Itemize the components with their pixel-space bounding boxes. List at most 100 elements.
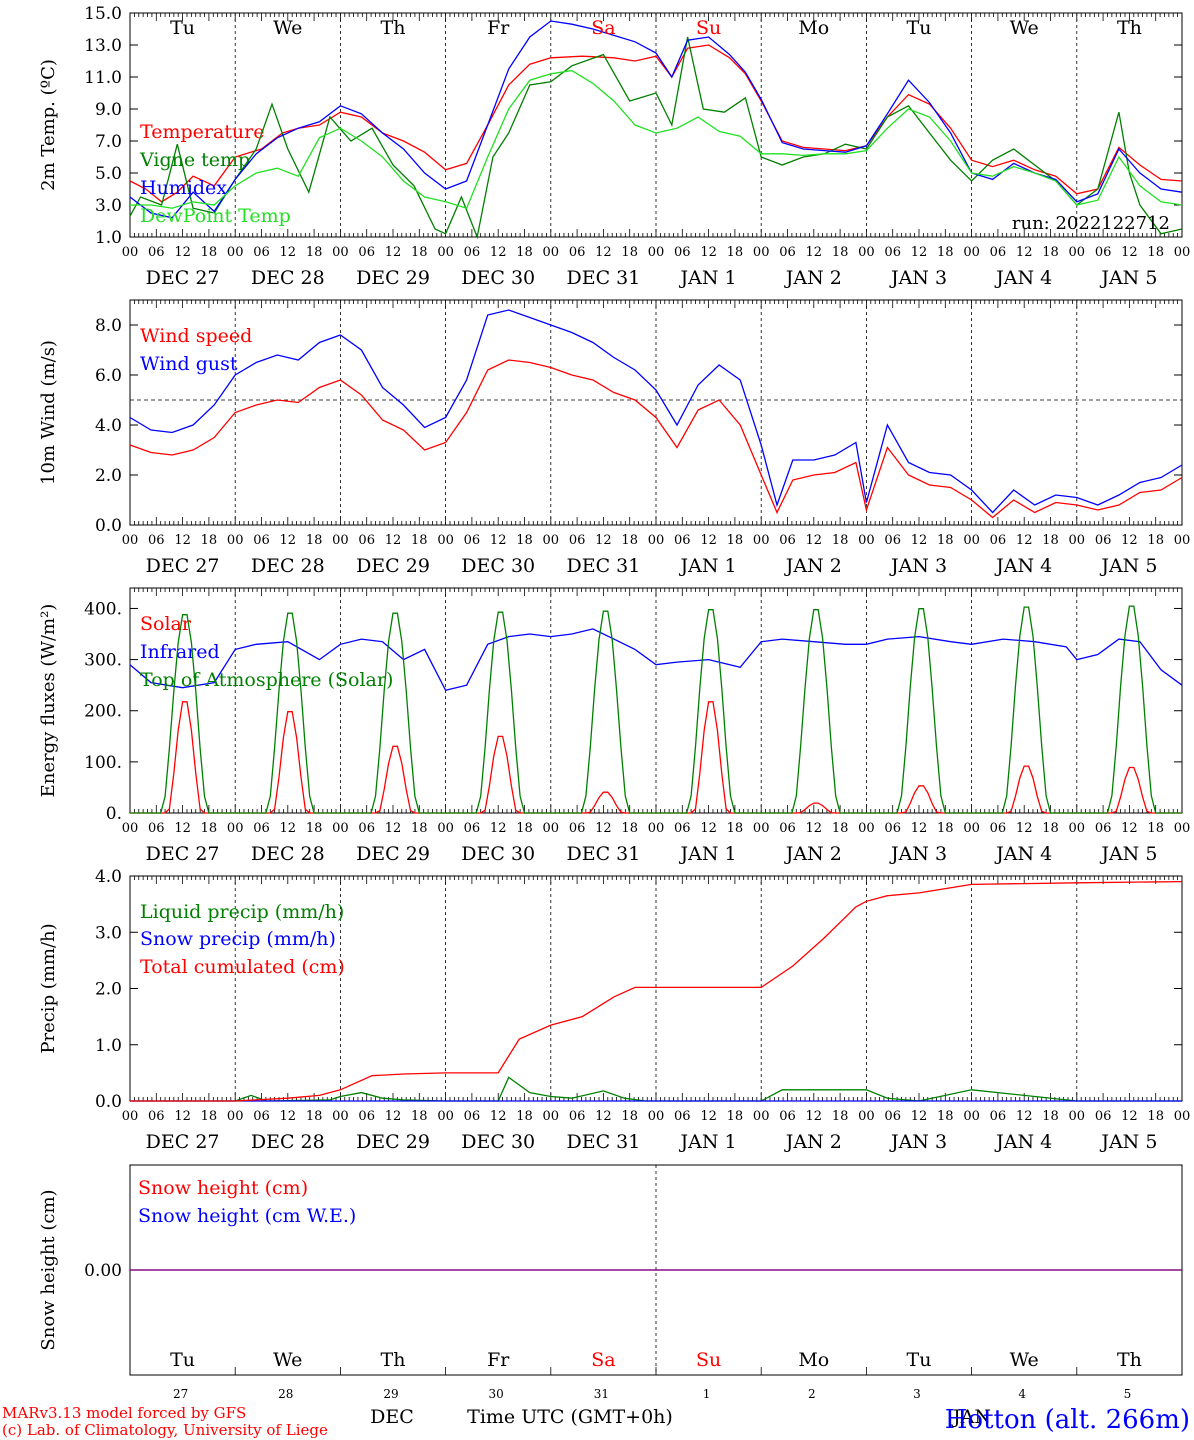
hour-tick-label: 06 bbox=[148, 245, 165, 260]
hour-tick-label: 00 bbox=[648, 533, 665, 548]
hour-tick-label: 00 bbox=[648, 1109, 665, 1124]
date-label: JAN 5 bbox=[1099, 555, 1157, 577]
hour-tick-label: 18 bbox=[411, 245, 428, 260]
hour-tick-label: 18 bbox=[306, 245, 323, 260]
y-tick-label: 2.0 bbox=[95, 466, 122, 486]
day-name: Th bbox=[381, 1349, 406, 1371]
hour-tick-label: 06 bbox=[358, 245, 375, 260]
day-name: Sa bbox=[591, 17, 615, 39]
day-name: Th bbox=[1117, 17, 1142, 39]
hour-tick-label: 00 bbox=[963, 821, 980, 836]
hour-tick-label: 18 bbox=[727, 245, 744, 260]
hour-tick-label: 00 bbox=[753, 245, 770, 260]
date-label: JAN 2 bbox=[784, 555, 842, 577]
series-line-green bbox=[130, 605, 1182, 814]
series-line-blue bbox=[129, 309, 1183, 514]
day-name: Mo bbox=[798, 1349, 829, 1371]
hour-tick-label: 06 bbox=[569, 1109, 586, 1124]
hour-tick-label: 00 bbox=[1174, 533, 1191, 548]
y-tick-label: 9.0 bbox=[95, 100, 122, 120]
hour-tick-label: 18 bbox=[516, 245, 533, 260]
hour-tick-label: 00 bbox=[332, 533, 349, 548]
day-name: Tu bbox=[170, 1349, 195, 1371]
hour-tick-label: 00 bbox=[437, 821, 454, 836]
hour-tick-label: 12 bbox=[1121, 245, 1138, 260]
y-tick-label: 0.00 bbox=[84, 1261, 122, 1281]
hour-tick-label: 06 bbox=[674, 821, 691, 836]
hour-tick-label: 12 bbox=[490, 821, 507, 836]
hour-tick-label: 18 bbox=[516, 821, 533, 836]
hour-tick-label: 00 bbox=[122, 821, 139, 836]
date-label: JAN 5 bbox=[1099, 1131, 1157, 1153]
hour-tick-label: 06 bbox=[674, 533, 691, 548]
hour-tick-label: 18 bbox=[1147, 245, 1164, 260]
date-label: JAN 4 bbox=[994, 843, 1052, 865]
date-label: JAN 4 bbox=[994, 267, 1052, 289]
hour-tick-label: 00 bbox=[753, 1109, 770, 1124]
hour-tick-label: 00 bbox=[543, 533, 560, 548]
hour-tick-label: 00 bbox=[963, 245, 980, 260]
hour-tick-label: 12 bbox=[385, 245, 402, 260]
date-label: DEC 30 bbox=[461, 267, 535, 289]
date-label: DEC 27 bbox=[146, 843, 220, 865]
series-line-red bbox=[130, 880, 1183, 1102]
date-label: DEC 28 bbox=[251, 555, 325, 577]
hour-tick-label: 00 bbox=[1069, 245, 1086, 260]
hour-tick-label: 12 bbox=[1016, 821, 1033, 836]
legend-entry: Snow height (cm W.E.) bbox=[138, 1205, 356, 1227]
day-number: 5 bbox=[1124, 1387, 1132, 1401]
hour-tick-label: 06 bbox=[779, 533, 796, 548]
x-axis-title: Time UTC (GMT+0h) bbox=[467, 1406, 673, 1428]
hour-tick-label: 18 bbox=[937, 1109, 954, 1124]
hour-tick-label: 06 bbox=[779, 821, 796, 836]
date-label: DEC 28 bbox=[251, 843, 325, 865]
hour-tick-label: 18 bbox=[1147, 533, 1164, 548]
hour-tick-label: 06 bbox=[990, 1109, 1007, 1124]
day-number: 28 bbox=[278, 1387, 293, 1401]
hour-tick-label: 18 bbox=[621, 821, 638, 836]
hour-tick-label: 00 bbox=[437, 1109, 454, 1124]
date-label: DEC 29 bbox=[356, 1131, 430, 1153]
date-label: DEC 31 bbox=[566, 1131, 640, 1153]
legend-entry: Wind speed bbox=[140, 325, 252, 347]
credit-line: (c) Lab. of Climatology, University of L… bbox=[2, 1421, 328, 1439]
hour-tick-label: 06 bbox=[148, 821, 165, 836]
day-name: Th bbox=[1117, 1349, 1142, 1371]
hour-tick-label: 18 bbox=[832, 821, 849, 836]
hour-tick-label: 00 bbox=[332, 245, 349, 260]
hour-tick-label: 18 bbox=[306, 533, 323, 548]
hour-tick-label: 12 bbox=[280, 533, 297, 548]
hour-tick-label: 06 bbox=[884, 821, 901, 836]
hour-tick-label: 00 bbox=[1174, 821, 1191, 836]
hour-tick-label: 12 bbox=[806, 533, 823, 548]
hour-tick-label: 06 bbox=[884, 533, 901, 548]
hour-tick-label: 00 bbox=[1069, 821, 1086, 836]
month-label: JAN bbox=[951, 1406, 991, 1428]
y-tick-label: 100. bbox=[84, 753, 122, 773]
hour-tick-label: 12 bbox=[1121, 533, 1138, 548]
hour-tick-label: 12 bbox=[806, 245, 823, 260]
series-line-red bbox=[129, 359, 1183, 519]
day-name: Su bbox=[696, 1349, 721, 1371]
hour-tick-label: 12 bbox=[1016, 245, 1033, 260]
hour-tick-label: 18 bbox=[1042, 1109, 1059, 1124]
hour-tick-label: 06 bbox=[569, 821, 586, 836]
hour-tick-label: 12 bbox=[280, 1109, 297, 1124]
legend-entry: Infrared bbox=[140, 641, 220, 663]
hour-tick-label: 00 bbox=[963, 533, 980, 548]
date-label: DEC 31 bbox=[566, 555, 640, 577]
y-tick-label: 6.0 bbox=[95, 366, 122, 386]
date-label: DEC 28 bbox=[251, 1131, 325, 1153]
date-label: DEC 31 bbox=[566, 843, 640, 865]
hour-tick-label: 00 bbox=[122, 1109, 139, 1124]
hour-tick-label: 12 bbox=[280, 245, 297, 260]
hour-tick-label: 12 bbox=[595, 245, 612, 260]
date-label: DEC 27 bbox=[146, 1131, 220, 1153]
day-name: Tu bbox=[907, 1349, 932, 1371]
legend-entry: Snow height (cm) bbox=[138, 1177, 308, 1199]
date-label: JAN 5 bbox=[1099, 843, 1157, 865]
hour-tick-label: 06 bbox=[253, 245, 270, 260]
date-label: JAN 1 bbox=[679, 1131, 737, 1153]
day-name: Tu bbox=[907, 17, 932, 39]
hour-tick-label: 12 bbox=[385, 1109, 402, 1124]
